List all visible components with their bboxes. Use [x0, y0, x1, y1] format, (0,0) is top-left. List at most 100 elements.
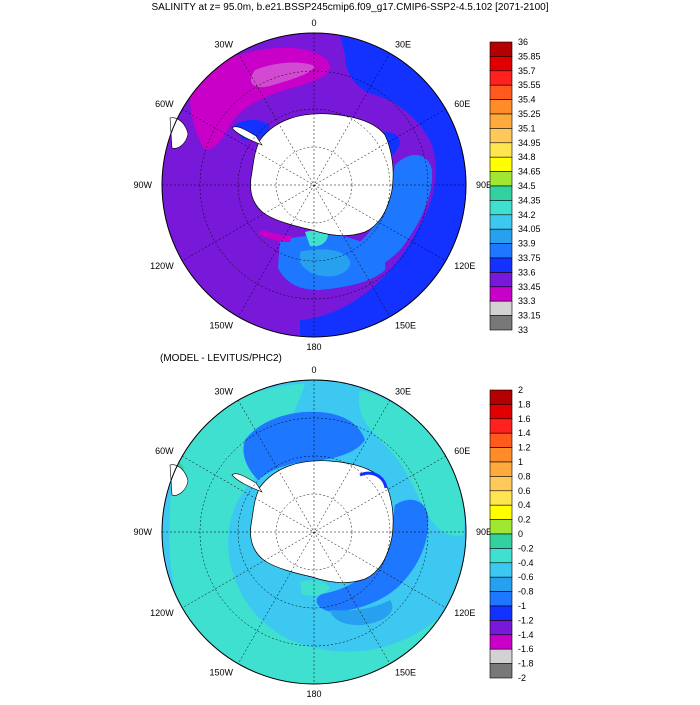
salinity-colorbar-box-11 [489, 200, 513, 216]
salinity-lon-label-6: 180 [306, 342, 321, 352]
difference-colorbar-box-4 [489, 447, 513, 463]
difference-colorbar-label-6: 0.8 [518, 471, 531, 481]
salinity-lon-label-3: 90E [476, 180, 492, 190]
salinity-map: 0 30E 60E 90E 120E 150E 180 150W 120W 90W 60W 30W 3… [133, 18, 540, 352]
salinity-colorbar-box-6 [489, 128, 513, 144]
salinity-map-boundary [161, 32, 467, 338]
difference-lon-label-4: 120E [454, 608, 475, 618]
salinity-colorbar-label-3: 35.55 [518, 80, 541, 90]
difference-lon-label-1: 30E [395, 387, 411, 397]
salinity-colorbar-label-1: 35.85 [518, 51, 541, 61]
difference-colorbar-box-8 [489, 504, 513, 520]
top-map-title: SALINITY at z= 95.0m, b.e21.BSSP245cmip6… [151, 2, 549, 13]
difference-map: 0 30E 60E 90E 120E 150E 180 150W 120W 90W 60W 30W 2… [133, 365, 533, 699]
salinity-colorbar-box-17 [489, 286, 513, 302]
difference-lon-label-10: 60W [155, 446, 174, 456]
graticule-diff [162, 380, 466, 684]
difference-lon-label-0: 0 [311, 365, 316, 375]
salinity-colorbar-box-19 [489, 315, 513, 331]
salinity-colorbar-label-17: 33.45 [518, 282, 541, 292]
difference-colorbar-box-7 [489, 490, 513, 506]
graticule [162, 33, 466, 337]
difference-colorbar-label-16: -1.2 [518, 615, 534, 625]
salinity-colorbar: 36 35.85 35.7 35.55 35.4 35.25 35.1 34.95 34.8 34… [489, 37, 541, 335]
difference-map-boundary [161, 379, 467, 685]
difference-colorbar-box-0 [489, 389, 513, 405]
difference-colorbar-box-6 [489, 476, 513, 492]
salinity-lon-label-4: 120E [454, 261, 475, 271]
salinity-colorbar-label-8: 34.8 [518, 152, 536, 162]
difference-colorbar-box-11 [489, 548, 513, 564]
difference-colorbar-box-3 [489, 432, 513, 448]
difference-lon-label-8: 120W [150, 608, 174, 618]
salinity-colorbar-label-15: 33.75 [518, 253, 541, 263]
difference-colorbar-label-2: 1.6 [518, 414, 531, 424]
difference-longitude-labels: 0 30E 60E 90E 120E 150E 180 150W 120W 90W 60W 30W [133, 365, 492, 699]
salinity-colorbar-label-4: 35.4 [518, 95, 536, 105]
salinity-colorbar-label-9: 34.65 [518, 167, 541, 177]
salinity-colorbar-label-16: 33.6 [518, 267, 536, 277]
salinity-colorbar-box-1 [489, 56, 513, 72]
difference-colorbar-box-12 [489, 562, 513, 578]
salinity-lon-label-5: 150E [395, 320, 416, 330]
salinity-colorbar-box-12 [489, 214, 513, 230]
salinity-colorbar-box-10 [489, 185, 513, 201]
salinity-colorbar-box-3 [489, 84, 513, 100]
difference-colorbar: 2 1.8 1.6 1.4 1.2 1 0.8 0.6 0.4 0.2 0 -0.2 -0.4 -0.6 -… [489, 385, 534, 683]
difference-colorbar-label-4: 1.2 [518, 443, 531, 453]
salinity-lon-label-10: 60W [155, 99, 174, 109]
antarctic-peninsula-diff [231, 473, 263, 493]
difference-colorbar-box-10 [489, 533, 513, 549]
salinity-colorbar-box-7 [489, 142, 513, 158]
salinity-colorbar-label-11: 34.35 [518, 195, 541, 205]
salinity-colorbar-label-13: 34.05 [518, 224, 541, 234]
salinity-colorbar-box-0 [489, 41, 513, 57]
difference-colorbar-label-12: -0.4 [518, 558, 534, 568]
salinity-colorbar-box-2 [489, 70, 513, 86]
difference-colorbar-box-5 [489, 461, 513, 477]
difference-colorbar-label-19: -1.8 [518, 659, 534, 669]
antarctica-landmass-diff [250, 460, 394, 583]
salinity-lon-label-7: 150W [209, 320, 233, 330]
difference-colorbar-label-15: -1 [518, 601, 526, 611]
difference-colorbar-label-5: 1 [518, 457, 523, 467]
difference-colorbar-label-17: -1.4 [518, 630, 534, 640]
salinity-colorbar-label-19: 33.15 [518, 311, 541, 321]
difference-colorbar-box-9 [489, 519, 513, 535]
difference-lon-label-5: 150E [395, 667, 416, 677]
difference-colorbar-box-13 [489, 576, 513, 592]
salinity-colorbar-label-20: 33 [518, 325, 528, 335]
bottom-map-title: (MODEL - LEVITUS/PHC2) [160, 353, 282, 364]
salinity-colorbar-box-13 [489, 228, 513, 244]
salinity-lon-label-2: 60E [454, 99, 470, 109]
salinity-lon-label-9: 90W [133, 180, 152, 190]
salinity-colorbar-label-18: 33.3 [518, 296, 536, 306]
difference-colorbar-box-1 [489, 404, 513, 420]
salinity-colorbar-label-0: 36 [518, 37, 528, 47]
salinity-colorbar-box-14 [489, 243, 513, 259]
salinity-colorbar-box-8 [489, 156, 513, 172]
difference-colorbar-label-1: 1.8 [518, 399, 531, 409]
difference-colorbar-label-14: -0.8 [518, 587, 534, 597]
difference-colorbar-box-17 [489, 634, 513, 650]
difference-colorbar-label-10: 0 [518, 529, 523, 539]
difference-lon-label-11: 30W [214, 387, 233, 397]
difference-lon-label-2: 60E [454, 446, 470, 456]
difference-lon-label-9: 90W [133, 527, 152, 537]
difference-colorbar-label-7: 0.6 [518, 486, 531, 496]
difference-colorbar-label-13: -0.6 [518, 572, 534, 582]
salinity-colorbar-box-16 [489, 272, 513, 288]
salinity-colorbar-label-10: 34.5 [518, 181, 536, 191]
antarctica-landmass [250, 113, 394, 236]
difference-colorbar-label-8: 0.4 [518, 500, 531, 510]
salinity-colorbar-box-4 [489, 99, 513, 115]
salinity-colorbar-box-18 [489, 300, 513, 316]
salinity-colorbar-label-5: 35.25 [518, 109, 541, 119]
salinity-colorbar-box-9 [489, 171, 513, 187]
difference-lon-label-6: 180 [306, 689, 321, 699]
salinity-colorbar-label-14: 33.9 [518, 239, 536, 249]
salinity-colorbar-box-5 [489, 113, 513, 129]
difference-colorbar-box-18 [489, 648, 513, 664]
salinity-lon-label-11: 30W [214, 40, 233, 50]
